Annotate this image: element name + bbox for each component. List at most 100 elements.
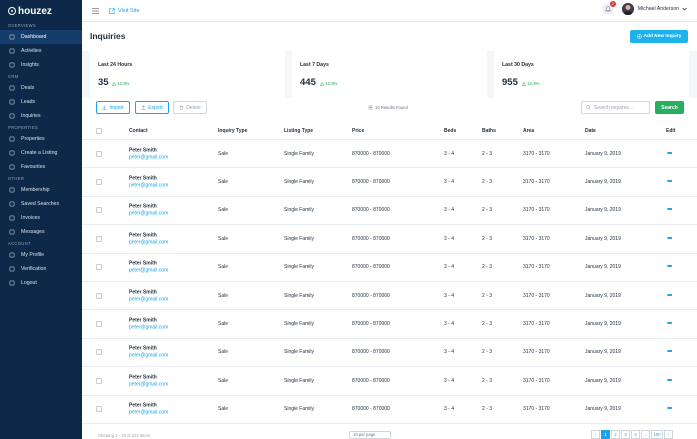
visit-site-link[interactable]: Visit Site — [109, 8, 140, 14]
sidebar: houzez OVERVIEWS Dashboard Activities Insig… — [0, 0, 82, 439]
cell-price: 870000 - 870000 — [352, 207, 390, 214]
per-page-select[interactable]: 10 per page — [349, 431, 391, 439]
column-header-price[interactable]: Price — [352, 127, 365, 134]
sidebar-item-membership[interactable]: Membership — [0, 183, 82, 197]
logo[interactable]: houzez — [0, 0, 82, 22]
avatar[interactable] — [621, 3, 634, 15]
row-checkbox[interactable] — [96, 349, 102, 356]
cell-date: January 9, 2019 — [585, 406, 621, 413]
contact-name: Peter Smith — [129, 175, 157, 182]
contact-email[interactable]: peter@gmail.com — [129, 352, 169, 359]
contact-email[interactable]: peter@gmail.com — [129, 154, 169, 161]
row-checkbox[interactable] — [96, 321, 102, 328]
row-checkbox[interactable] — [96, 264, 102, 271]
contact-email[interactable]: peter@gmail.com — [129, 182, 169, 189]
stat-change-value: 12.3% — [325, 81, 338, 86]
sidebar-item-activities[interactable]: Activities — [0, 44, 82, 58]
select-all-checkbox[interactable] — [96, 127, 102, 134]
page-title: Inquiries — [90, 31, 126, 41]
page-button[interactable]: › — [664, 430, 673, 439]
page-button[interactable]: 4 — [631, 430, 640, 439]
sidebar-item-favourites[interactable]: Favourites — [0, 160, 82, 174]
cell-listing-type: Single Family — [284, 292, 315, 299]
row-actions-icon[interactable]: ••• — [667, 263, 672, 271]
column-header-area[interactable]: Area — [523, 127, 535, 134]
search-input[interactable]: Search inquires... — [581, 101, 650, 114]
contact-email[interactable]: peter@gmail.com — [129, 210, 169, 217]
row-actions-icon[interactable]: ••• — [667, 348, 672, 356]
row-actions-icon[interactable]: ••• — [667, 377, 672, 385]
export-button[interactable]: Export — [135, 101, 169, 114]
row-checkbox[interactable] — [96, 150, 102, 157]
row-checkbox[interactable] — [96, 292, 102, 299]
cell-beds: 3 - 4 — [444, 264, 455, 271]
cell-listing-type: Single Family — [284, 179, 315, 186]
column-header-date[interactable]: Date — [585, 127, 596, 134]
page-button[interactable]: ‹ — [591, 430, 600, 439]
sidebar-item-inquiries[interactable]: Inquiries — [0, 109, 82, 123]
sidebar-item-create-a-listing[interactable]: Create a Listing — [0, 146, 82, 160]
search-button[interactable]: Search — [655, 101, 684, 114]
row-actions-icon[interactable]: ••• — [667, 178, 672, 186]
stat-label: Last 7 Days — [300, 62, 329, 68]
contact-email[interactable]: peter@gmail.com — [129, 324, 169, 331]
contact-email[interactable]: peter@gmail.com — [129, 409, 169, 416]
sidebar-item-insights[interactable]: Insights — [0, 58, 82, 72]
search-placeholder: Search inquires... — [594, 104, 633, 111]
trend-up-icon — [522, 81, 526, 86]
page-button[interactable]: … — [641, 430, 650, 439]
sidebar-item-leads[interactable]: Leads — [0, 95, 82, 109]
column-header-listing-type[interactable]: Listing Type — [284, 127, 314, 134]
hamburger-menu-icon[interactable] — [92, 7, 99, 14]
page-button[interactable]: 100 — [651, 430, 663, 439]
row-actions-icon[interactable]: ••• — [667, 206, 672, 214]
sidebar-item-saved-searches[interactable]: Saved Searches — [0, 197, 82, 211]
row-actions-icon[interactable]: ••• — [667, 292, 672, 300]
sidebar-section-title: PROPERTIES — [8, 125, 38, 130]
contact-email[interactable]: peter@gmail.com — [129, 296, 169, 303]
sidebar-item-logout[interactable]: Logout — [0, 276, 82, 290]
cell-price: 870000 - 870000 — [352, 235, 390, 242]
row-actions-icon[interactable]: ••• — [667, 235, 672, 243]
column-header-beds[interactable]: Beds — [444, 127, 457, 134]
page-button[interactable]: 1 — [601, 430, 610, 439]
sidebar-item-verification[interactable]: Verification — [0, 262, 82, 276]
visit-site-label: Visit Site — [118, 7, 140, 14]
cell-area: 3170 - 3170 — [523, 349, 550, 356]
sidebar-item-invoices[interactable]: Invoices — [0, 211, 82, 225]
column-header-baths[interactable]: Baths — [482, 127, 496, 134]
cell-baths: 2 - 3 — [482, 150, 493, 157]
cell-beds: 3 - 4 — [444, 235, 455, 242]
cell-contact: Peter Smith peter@gmail.com — [129, 147, 168, 160]
row-checkbox[interactable] — [96, 377, 102, 384]
chevron-down-icon[interactable] — [682, 7, 687, 11]
cell-contact: Peter Smith peter@gmail.com — [129, 346, 168, 359]
import-button[interactable]: Import — [96, 101, 130, 114]
contact-email[interactable]: peter@gmail.com — [129, 239, 169, 246]
row-checkbox[interactable] — [96, 235, 102, 242]
add-new-inquiry-button[interactable]: Add New Inquiry — [630, 30, 688, 43]
contact-email[interactable]: peter@gmail.com — [129, 381, 169, 388]
row-actions-icon[interactable]: ••• — [667, 405, 672, 413]
row-actions-icon[interactable]: ••• — [667, 320, 672, 328]
column-header-inquiry-type[interactable]: Inquiry Type — [218, 127, 248, 134]
delete-button[interactable]: Delete — [173, 101, 207, 114]
page-button[interactable]: 2 — [611, 430, 620, 439]
user-name[interactable]: Michael Anderson — [637, 6, 679, 12]
sidebar-item-dashboard[interactable]: Dashboard — [0, 30, 82, 44]
cell-beds: 3 - 4 — [444, 292, 455, 299]
row-checkbox[interactable] — [96, 207, 102, 214]
notifications-button[interactable]: 2 — [601, 1, 616, 15]
sidebar-item-my-profile[interactable]: My Profile — [0, 248, 82, 262]
cell-listing-type: Single Family — [284, 321, 315, 328]
sidebar-item-deals[interactable]: Deals — [0, 81, 82, 95]
page-button[interactable]: 3 — [621, 430, 630, 439]
contact-email[interactable]: peter@gmail.com — [129, 267, 169, 274]
row-checkbox[interactable] — [96, 406, 102, 413]
sidebar-item-messages[interactable]: Messages — [0, 225, 82, 239]
column-header-contact[interactable]: Contact — [129, 127, 148, 134]
stat-change: 12.3% — [112, 81, 129, 86]
sidebar-item-properties[interactable]: Properties — [0, 132, 82, 146]
row-checkbox[interactable] — [96, 179, 102, 186]
row-actions-icon[interactable]: ••• — [667, 150, 672, 158]
